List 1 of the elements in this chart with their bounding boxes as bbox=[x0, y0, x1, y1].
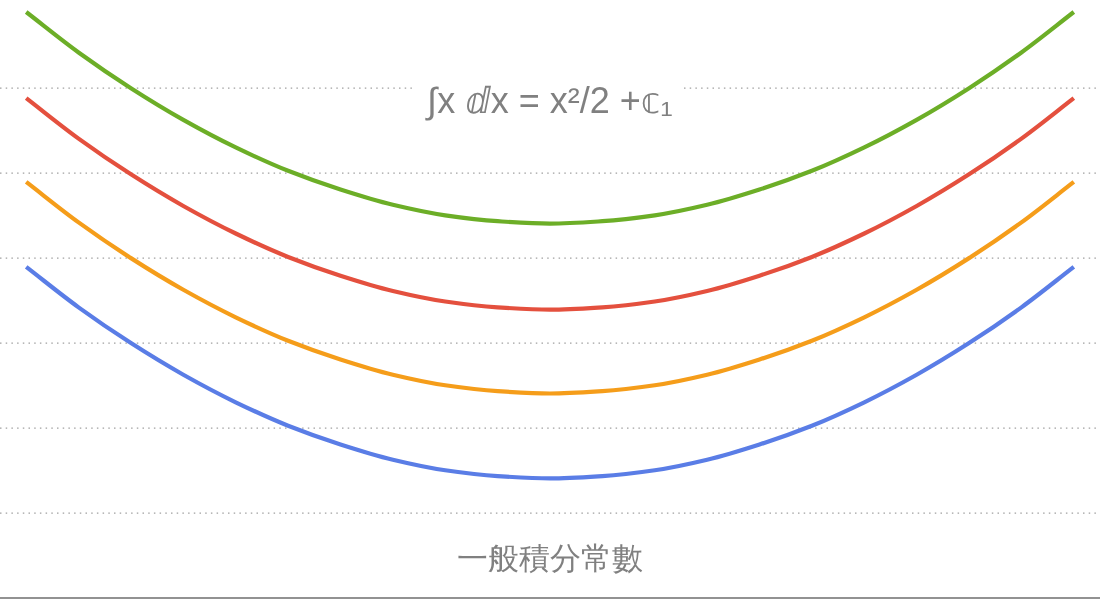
xlabel: 一般積分常數 bbox=[457, 541, 643, 576]
